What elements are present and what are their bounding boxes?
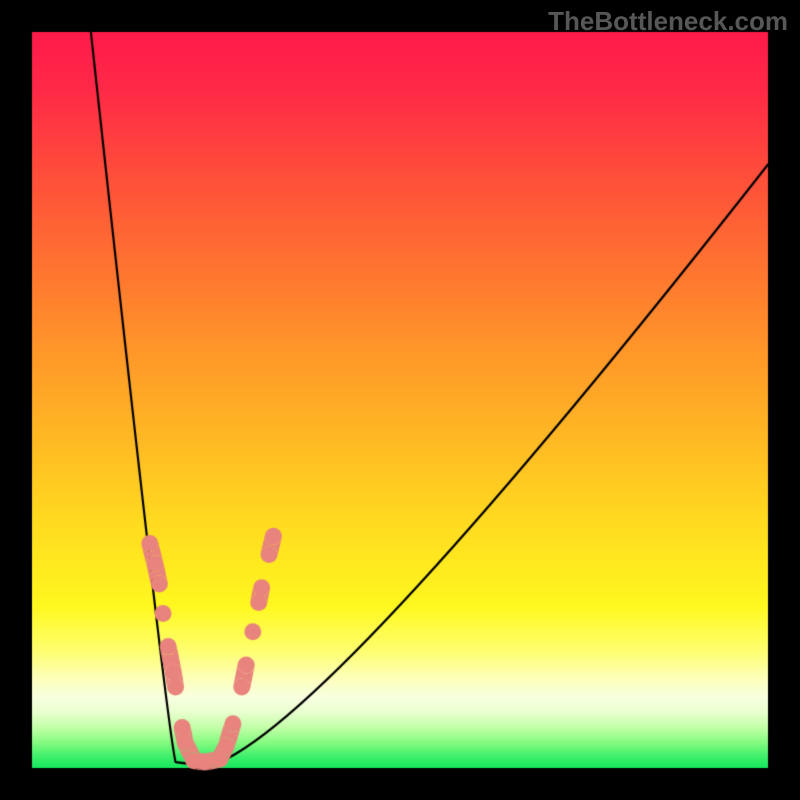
bottleneck-chart: [0, 0, 800, 800]
